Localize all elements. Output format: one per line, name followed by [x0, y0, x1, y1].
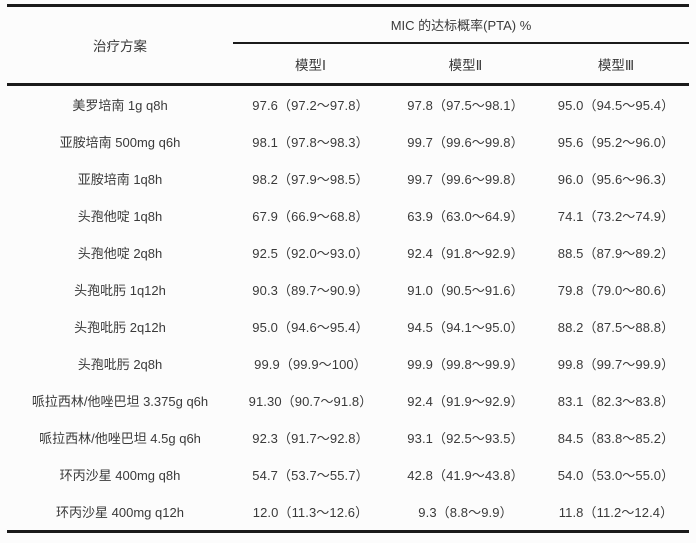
- model1-value-cell: 98.2（97.9～98.5）: [252, 172, 369, 187]
- pta-table: 治疗方案 MIC 的达标概率(PTA) % 模型Ⅰ 模型Ⅱ 模型Ⅲ 美罗培南 1…: [7, 4, 689, 533]
- model2-value-cell: 92.4（91.9～92.9）: [407, 394, 524, 409]
- treatment-cell: 环丙沙星 400mg q8h: [59, 468, 181, 483]
- table-row: 头孢吡肟 2q12h 95.0（94.6～95.4） 94.5（94.1～95.…: [7, 308, 689, 345]
- model1-value-cell: 54.7（53.7～55.7）: [252, 468, 369, 483]
- table-row: 哌拉西林/他唑巴坦 4.5g q6h 92.3（91.7～92.8） 93.1（…: [7, 419, 689, 456]
- treatment-cell: 头孢吡肟 2q12h: [74, 320, 166, 335]
- treatment-cell: 头孢吡肟 2q8h: [77, 357, 163, 372]
- table-row: 环丙沙星 400mg q12h 12.0（11.3～12.6） 9.3（8.8～…: [7, 493, 689, 530]
- model3-value-cell: 74.1（73.2～74.9）: [557, 209, 675, 224]
- table-row: 哌拉西林/他唑巴坦 3.375g q6h 91.30（90.7～91.8） 92…: [7, 382, 689, 419]
- treatment-cell: 环丙沙星 400mg q12h: [56, 505, 184, 520]
- model-1-header: 模型Ⅰ: [295, 57, 326, 73]
- table-row: 头孢他啶 1q8h 67.9（66.9～68.8） 63.9（63.0～64.9…: [7, 197, 689, 234]
- model2-value-cell: 42.8（41.9～43.8）: [407, 468, 524, 483]
- model1-value-cell: 95.0（94.6～95.4）: [252, 320, 369, 335]
- model1-value-cell: 92.3（91.7～92.8）: [252, 431, 369, 446]
- model-2-header: 模型Ⅱ: [448, 57, 483, 73]
- model2-value-cell: 99.7（99.6～99.8）: [407, 172, 524, 187]
- treatment-cell: 美罗培南 1g q8h: [72, 98, 168, 113]
- model3-value-cell: 99.8（99.7～99.9）: [557, 357, 675, 372]
- model1-value-cell: 97.6（97.2～97.8）: [252, 98, 369, 113]
- table-row: 头孢他啶 2q8h 92.5（92.0～93.0） 92.4（91.8～92.9…: [7, 234, 689, 271]
- model1-value-cell: 91.30（90.7～91.8）: [248, 394, 373, 409]
- table-row: 美罗培南 1g q8h 97.6（97.2～97.8） 97.8（97.5～98…: [7, 86, 689, 123]
- pta-group-header: MIC 的达标概率(PTA) %: [233, 7, 689, 44]
- treatment-cell: 哌拉西林/他唑巴坦 3.375g q6h: [31, 394, 209, 409]
- table-body: 美罗培南 1g q8h 97.6（97.2～97.8） 97.8（97.5～98…: [7, 86, 689, 530]
- treatment-cell: 头孢他啶 1q8h: [77, 209, 163, 224]
- model1-value-cell: 67.9（66.9～68.8）: [252, 209, 369, 224]
- model3-value-cell: 83.1（82.3～83.8）: [557, 394, 675, 409]
- model2-value-cell: 63.9（63.0～64.9）: [407, 209, 524, 224]
- pta-header-group: MIC 的达标概率(PTA) % 模型Ⅰ 模型Ⅱ 模型Ⅲ: [233, 7, 689, 83]
- treatment-cell: 头孢吡肟 1q12h: [74, 283, 166, 298]
- table-row: 头孢吡肟 1q12h 90.3（89.7～90.9） 91.0（90.5～91.…: [7, 271, 689, 308]
- table-row: 环丙沙星 400mg q8h 54.7（53.7～55.7） 42.8（41.9…: [7, 456, 689, 493]
- model2-value-cell: 92.4（91.8～92.9）: [407, 246, 524, 261]
- treatment-cell: 哌拉西林/他唑巴坦 4.5g q6h: [39, 431, 201, 446]
- model3-value-cell: 88.2（87.5～88.8）: [557, 320, 675, 335]
- treatment-cell: 亚胺培南 500mg q6h: [59, 135, 181, 150]
- model3-value-cell: 88.5（87.9～89.2）: [557, 246, 675, 261]
- treatment-cell: 头孢他啶 2q8h: [77, 246, 163, 261]
- model2-value-cell: 91.0（90.5～91.6）: [407, 283, 524, 298]
- model2-value-cell: 97.8（97.5～98.1）: [407, 98, 524, 113]
- table-row: 头孢吡肟 2q8h 99.9（99.9～100） 99.9（99.8～99.9）…: [7, 345, 689, 382]
- model3-value-cell: 79.8（79.0～80.6）: [557, 283, 675, 298]
- model2-value-cell: 99.9（99.8～99.9）: [407, 357, 524, 372]
- model2-value-cell: 9.3（8.8～9.9）: [418, 505, 513, 520]
- treatment-column-header: 治疗方案: [93, 39, 147, 54]
- model2-value-cell: 93.1（92.5～93.5）: [407, 431, 524, 446]
- model2-value-cell: 94.5（94.1～95.0）: [407, 320, 524, 335]
- model1-value-cell: 90.3（89.7～90.9）: [252, 283, 369, 298]
- model2-value-cell: 99.7（99.6～99.8）: [407, 135, 524, 150]
- table-row: 亚胺培南 1q8h 98.2（97.9～98.5） 99.7（99.6～99.8…: [7, 160, 689, 197]
- model3-value-cell: 84.5（83.8～85.2）: [557, 431, 675, 446]
- model3-value-cell: 95.0（94.5～95.4）: [557, 98, 675, 113]
- model1-value-cell: 98.1（97.8～98.3）: [252, 135, 369, 150]
- model1-value-cell: 12.0（11.3～12.6）: [252, 505, 369, 520]
- model-3-header: 模型Ⅲ: [597, 57, 635, 73]
- model1-value-cell: 92.5（92.0～93.0）: [252, 246, 369, 261]
- model3-value-cell: 11.8（11.2～12.4）: [558, 505, 674, 520]
- model3-value-cell: 96.0（95.6～96.3）: [557, 172, 675, 187]
- treatment-cell: 亚胺培南 1q8h: [77, 172, 163, 187]
- model-headers-row: 模型Ⅰ 模型Ⅱ 模型Ⅲ: [233, 44, 689, 83]
- model1-value-cell: 99.9（99.9～100）: [254, 357, 367, 372]
- model3-value-cell: 95.6（95.2～96.0）: [557, 135, 675, 150]
- model3-value-cell: 54.0（53.0～55.0）: [557, 468, 675, 483]
- table-header: 治疗方案 MIC 的达标概率(PTA) % 模型Ⅰ 模型Ⅱ 模型Ⅲ: [7, 7, 689, 86]
- table-row: 亚胺培南 500mg q6h 98.1（97.8～98.3） 99.7（99.6…: [7, 123, 689, 160]
